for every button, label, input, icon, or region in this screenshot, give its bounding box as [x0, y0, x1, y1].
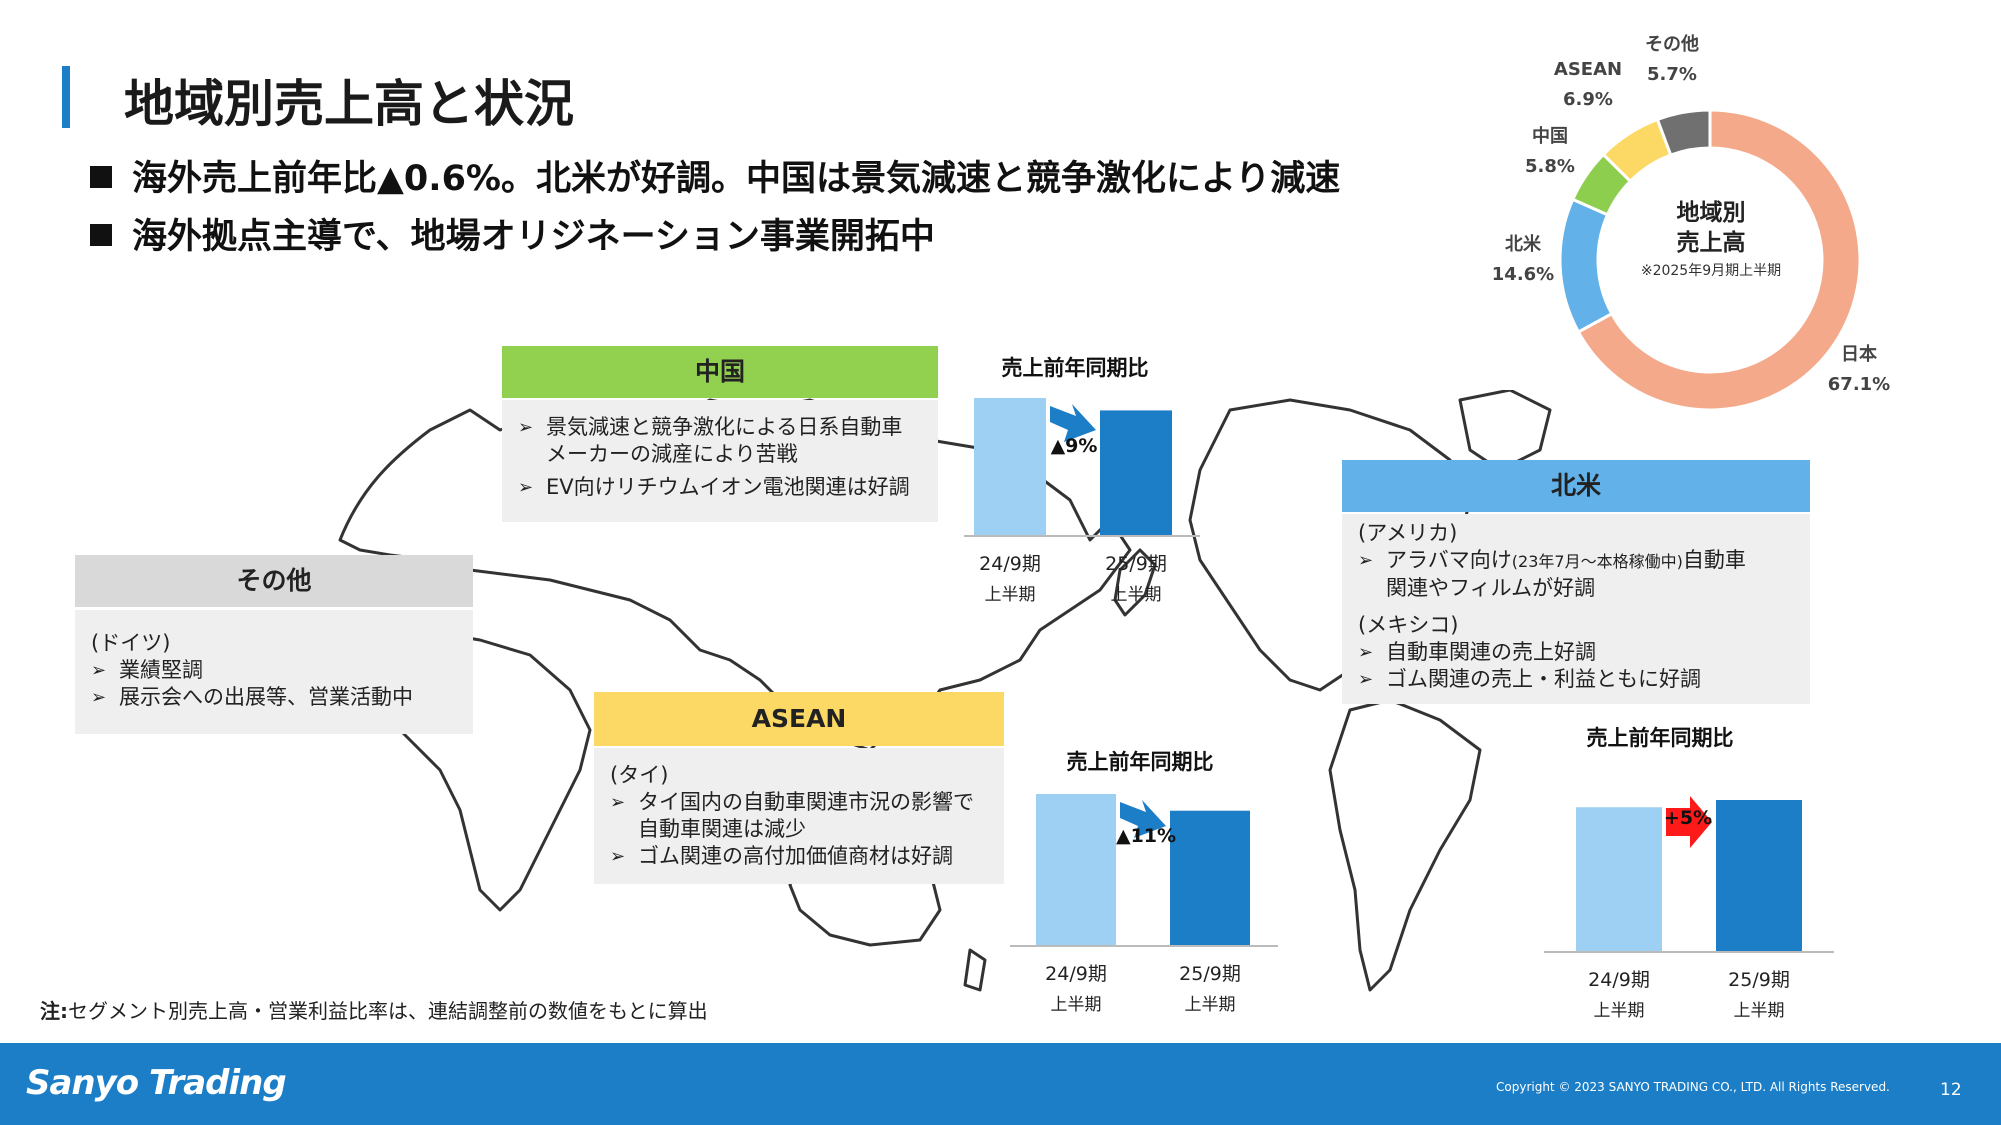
bullet-square-icon — [90, 224, 112, 246]
other-item-2: 展示会への出展等、営業活動中 — [91, 684, 457, 711]
china-box-header: 中国 — [502, 346, 938, 398]
company-logo: Sanyo Trading — [26, 1063, 287, 1103]
donut-slice-japan — [1576, 108, 1862, 412]
asean-chart-xtick-1: 24/9期 — [1045, 963, 1107, 985]
asean-box-header: ASEAN — [594, 692, 1004, 746]
na-chart-bar-2 — [1716, 800, 1802, 952]
na-sub-2: (メキシコ) — [1358, 613, 1459, 637]
china-chart-xtick-1: 24/9期 — [979, 553, 1041, 575]
donut-label-other-name: その他 — [1645, 34, 1699, 55]
footnote-text: セグメント別売上高・営業利益比率は、連結調整前の数値をもとに算出 — [68, 999, 708, 1023]
donut-label-japan: 日本 67.1% — [1814, 340, 1904, 400]
na-sub-1: (アメリカ) — [1358, 521, 1458, 545]
footnote: 注:セグメント別売上高・営業利益比率は、連結調整前の数値をもとに算出 — [40, 995, 708, 1024]
donut-label-na-name: 北米 — [1505, 234, 1541, 255]
china-chart-change-label: ▲9% — [1051, 435, 1098, 457]
copyright: Copyright © 2023 SANYO TRADING CO., LTD.… — [1496, 1080, 1890, 1094]
asean-chart-xtick-2-sub: 上半期 — [1185, 995, 1236, 1015]
donut-label-china-pct: 5.8% — [1525, 156, 1575, 177]
na-item-2: 自動車関連の売上好調 — [1358, 639, 1794, 666]
na-item-1d: 関連やフィルムが好調 — [1386, 576, 1596, 600]
donut-label-japan-name: 日本 — [1841, 344, 1877, 365]
asean-chart-xtick-2: 25/9期 — [1179, 963, 1241, 985]
na-chart-xtick-1: 24/9期 — [1588, 969, 1650, 991]
china-item-1-text: 景気減速と競争激化による日系自動車 — [546, 415, 903, 439]
bullet-square-icon — [90, 166, 112, 188]
page-title: 地域別売上高と状況 — [124, 75, 574, 133]
donut-label-na-pct: 14.6% — [1491, 264, 1555, 285]
donut-slice-other — [1655, 108, 1712, 158]
asean-chart-arrow-icon — [1120, 800, 1166, 838]
na-chart-arrow-icon — [1666, 796, 1712, 848]
asean-item-2: ゴム関連の高付加価値商材は好調 — [610, 843, 988, 870]
donut-label-china: 中国 5.8% — [1510, 122, 1590, 182]
donut-label-asean: ASEAN 6.9% — [1543, 55, 1633, 115]
footer-bar — [0, 1043, 2001, 1125]
donut-label-other-pct: 5.7% — [1647, 64, 1697, 85]
na-item-1b: (23年7月～本格稼働中) — [1511, 552, 1683, 571]
asean-chart-bar-2 — [1170, 810, 1250, 946]
footnote-label: 注: — [40, 999, 68, 1023]
na-item-1c: 自動車 — [1682, 548, 1746, 572]
bullet-2: 海外拠点主導で、地場オリジネーション事業開拓中 — [90, 208, 935, 259]
na-box-body: (アメリカ) アラバマ向け(23年7月～本格稼働中)自動車関連やフィルムが好調 … — [1342, 514, 1810, 704]
donut-center-sub: ※2025年9月期上半期 — [1640, 263, 1782, 279]
asean-item-1-text: タイ国内の自動車関連市況の影響で — [638, 790, 974, 814]
asean-chart-change-label: ▲11% — [1116, 825, 1176, 847]
china-chart-arrow-icon — [1050, 404, 1096, 442]
asean-sub: (タイ) — [610, 763, 669, 787]
na-chart-xtick-2: 25/9期 — [1728, 969, 1790, 991]
na-chart-bar-1 — [1576, 807, 1662, 952]
donut-label-other: その他 5.7% — [1632, 30, 1712, 90]
asean-item-1b-text: 自動車関連は減少 — [638, 817, 806, 841]
asean-chart-xtick-1-sub: 上半期 — [1051, 995, 1102, 1015]
bullet-1-text: 海外売上前年比▲0.6%。北米が好調。中国は景気減速と競争激化により減速 — [132, 159, 1341, 199]
region-sales-donut — [1558, 108, 1862, 412]
na-chart-change-label: +5% — [1664, 807, 1712, 829]
other-item-1: 業績堅調 — [91, 657, 457, 684]
na-item-3: ゴム関連の売上・利益ともに好調 — [1358, 666, 1794, 693]
page-number: 12 — [1940, 1080, 1962, 1100]
china-chart-bar-1 — [974, 398, 1046, 536]
donut-label-asean-name: ASEAN — [1553, 59, 1623, 80]
donut-center: 地域別 売上高 ※2025年9月期上半期 — [1626, 198, 1796, 280]
na-item-1a: アラバマ向け — [1386, 548, 1512, 572]
donut-label-asean-pct: 6.9% — [1563, 89, 1613, 110]
asean-chart-bar-1 — [1036, 794, 1116, 946]
donut-center-title-2: 売上高 — [1676, 230, 1746, 256]
china-chart-xtick-1-sub: 上半期 — [985, 585, 1036, 605]
donut-center-title-1: 地域別 — [1676, 200, 1746, 226]
na-chart-title: 売上前年同期比 — [1586, 726, 1734, 750]
title-accent-bar — [62, 66, 70, 128]
asean-chart-title: 売上前年同期比 — [1066, 750, 1214, 774]
donut-slice-na — [1558, 197, 1614, 335]
donut-label-china-name: 中国 — [1532, 126, 1568, 147]
china-item-2: EV向けリチウムイオン電池関連は好調 — [518, 474, 922, 501]
other-sub: (ドイツ) — [91, 631, 171, 655]
na-box-header: 北米 — [1342, 460, 1810, 512]
na-chart-xtick-1-sub: 上半期 — [1594, 1001, 1645, 1021]
bullet-2-text: 海外拠点主導で、地場オリジネーション事業開拓中 — [132, 217, 935, 257]
china-chart-title: 売上前年同期比 — [1001, 356, 1149, 380]
china-chart-xtick-2: 25/9期 — [1105, 553, 1167, 575]
na-chart-xtick-2-sub: 上半期 — [1734, 1001, 1785, 1021]
china-chart-xtick-2-sub: 上半期 — [1111, 585, 1162, 605]
china-chart-bar-2 — [1100, 410, 1172, 536]
other-box-body: (ドイツ) 業績堅調 展示会への出展等、営業活動中 — [75, 610, 473, 734]
donut-label-na: 北米 14.6% — [1483, 230, 1563, 290]
donut-label-japan-pct: 67.1% — [1827, 374, 1891, 395]
china-item-1b-text: メーカーの減産により苦戦 — [546, 442, 798, 466]
other-box-header: その他 — [75, 555, 473, 607]
bullet-1: 海外売上前年比▲0.6%。北米が好調。中国は景気減速と競争激化により減速 — [90, 150, 1340, 201]
